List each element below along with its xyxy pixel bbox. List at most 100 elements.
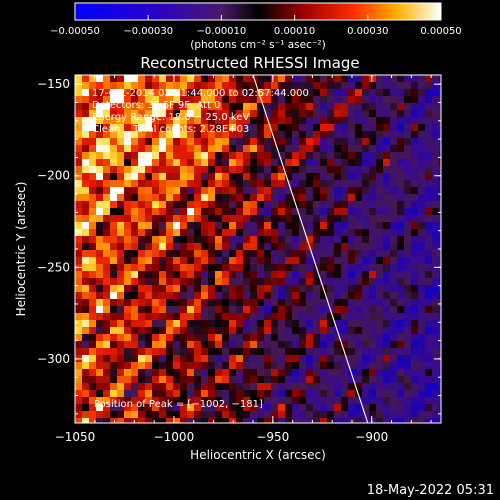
heatmap-cell: [334, 355, 341, 362]
heatmap-cell: [299, 397, 306, 404]
heatmap-cell: [341, 194, 348, 201]
heatmap-cell: [124, 96, 131, 103]
heatmap-cell: [173, 369, 180, 376]
heatmap-cell: [439, 194, 441, 201]
heatmap-cell: [334, 82, 341, 89]
heatmap-cell: [285, 82, 292, 89]
heatmap-cell: [320, 418, 327, 423]
heatmap-cell: [299, 75, 306, 82]
heatmap-cell: [257, 313, 264, 320]
heatmap-cell: [131, 383, 138, 390]
heatmap-cell: [355, 257, 362, 264]
heatmap-cell: [376, 390, 383, 397]
heatmap-cell: [82, 187, 89, 194]
heatmap-cell: [145, 138, 152, 145]
heatmap-cell: [299, 215, 306, 222]
heatmap-cell: [299, 229, 306, 236]
heatmap-cell: [313, 243, 320, 250]
heatmap-cell: [264, 299, 271, 306]
heatmap-cell: [138, 138, 145, 145]
heatmap-cell: [327, 180, 334, 187]
heatmap-cell: [110, 236, 117, 243]
heatmap-cell: [243, 264, 250, 271]
heatmap-cell: [390, 180, 397, 187]
heatmap-cell: [243, 173, 250, 180]
heatmap-cell: [432, 285, 439, 292]
heatmap-cell: [201, 369, 208, 376]
heatmap-cell: [215, 299, 222, 306]
heatmap-cell: [166, 306, 173, 313]
heatmap-cell: [201, 397, 208, 404]
heatmap-cell: [152, 285, 159, 292]
heatmap-cell: [432, 194, 439, 201]
heatmap-cell: [236, 131, 243, 138]
heatmap-cell: [313, 166, 320, 173]
heatmap-cell: [397, 138, 404, 145]
heatmap-cell: [397, 285, 404, 292]
heatmap-cell: [425, 208, 432, 215]
heatmap-cell: [250, 201, 257, 208]
heatmap-cell: [222, 243, 229, 250]
heatmap-cell: [243, 82, 250, 89]
heatmap-cell: [187, 236, 194, 243]
heatmap-cell: [89, 390, 96, 397]
heatmap-cell: [103, 222, 110, 229]
heatmap-cell: [327, 383, 334, 390]
heatmap-cell: [166, 411, 173, 418]
heatmap-cell: [187, 131, 194, 138]
heatmap-cell: [250, 306, 257, 313]
heatmap-cell: [131, 341, 138, 348]
heatmap-cell: [299, 201, 306, 208]
heatmap-cell: [194, 187, 201, 194]
heatmap-cell: [145, 341, 152, 348]
heatmap-cell: [425, 117, 432, 124]
heatmap-cell: [313, 411, 320, 418]
heatmap-cell: [390, 285, 397, 292]
heatmap-cell: [243, 348, 250, 355]
heatmap-cell: [173, 117, 180, 124]
heatmap-cell: [110, 131, 117, 138]
heatmap-cell: [145, 222, 152, 229]
heatmap-cell: [131, 124, 138, 131]
heatmap-cell: [390, 320, 397, 327]
heatmap-cell: [103, 362, 110, 369]
heatmap-cell: [110, 278, 117, 285]
heatmap-cell: [257, 327, 264, 334]
heatmap-cell: [131, 152, 138, 159]
heatmap-cell: [404, 411, 411, 418]
heatmap-cell: [131, 278, 138, 285]
heatmap-cell: [285, 229, 292, 236]
heatmap-cell: [271, 306, 278, 313]
heatmap-cell: [243, 159, 250, 166]
heatmap-cell: [89, 278, 96, 285]
heatmap-cell: [355, 397, 362, 404]
heatmap-cell: [404, 383, 411, 390]
heatmap-cell: [89, 145, 96, 152]
heatmap-cell: [278, 264, 285, 271]
heatmap-cell: [145, 390, 152, 397]
heatmap-cell: [208, 369, 215, 376]
heatmap-cell: [110, 341, 117, 348]
heatmap-cell: [152, 82, 159, 89]
heatmap-cell: [243, 327, 250, 334]
heatmap-cell: [313, 89, 320, 96]
heatmap-cell: [320, 320, 327, 327]
heatmap-cell: [306, 89, 313, 96]
heatmap-cell: [187, 187, 194, 194]
heatmap-cell: [264, 362, 271, 369]
heatmap-cell: [215, 159, 222, 166]
heatmap-cell: [194, 138, 201, 145]
heatmap-cell: [187, 292, 194, 299]
heatmap-cell: [89, 250, 96, 257]
heatmap-cell: [215, 362, 222, 369]
heatmap-cell: [306, 292, 313, 299]
heatmap-cell: [173, 110, 180, 117]
heatmap-cell: [362, 264, 369, 271]
heatmap-cell: [180, 117, 187, 124]
heatmap-cell: [411, 292, 418, 299]
heatmap-cell: [320, 201, 327, 208]
heatmap-cell: [404, 306, 411, 313]
heatmap-cell: [145, 187, 152, 194]
heatmap-cell: [152, 110, 159, 117]
heatmap-cell: [201, 89, 208, 96]
